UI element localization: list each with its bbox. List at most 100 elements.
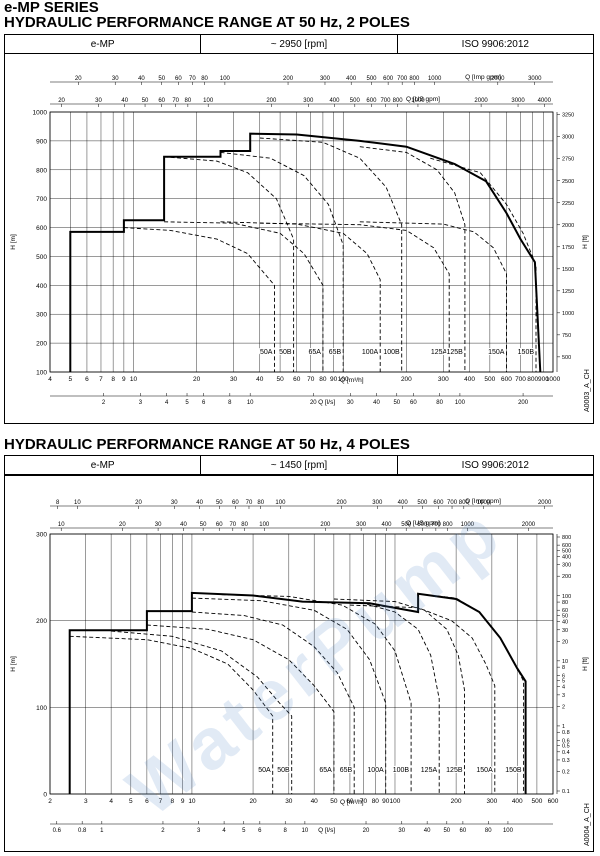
curve-50A	[123, 227, 275, 372]
series-label-65B: 65B	[340, 767, 353, 774]
tick-label-h-ft: 750	[562, 333, 571, 339]
chart2-svg: 2 3 4 5 6 7 8 9 10 20 30 40 50 60 70 80 90 100 200 300 400 50…	[10, 498, 589, 834]
tick-label-h-ft: 2750	[562, 157, 574, 163]
axis-label-imp-gpm: Q [Imp gpm]	[465, 498, 501, 505]
tick-label-h-ft: 5	[562, 678, 565, 684]
tick-label-imp-gpm: 100	[220, 76, 231, 82]
tick-label-m3h: 80	[319, 376, 327, 383]
tick-label-imp-gpm: 40	[196, 500, 203, 506]
tick-label-m3h: 8	[111, 376, 115, 383]
tick-label-ls: 50	[443, 828, 450, 834]
tick-label-ls: 4	[222, 828, 226, 834]
tick-label-ls: 100	[455, 400, 466, 406]
tick-label-m3h: 30	[230, 376, 238, 383]
envelope-curve	[69, 132, 542, 373]
curve-125A	[259, 222, 450, 372]
tick-label-ls: 40	[424, 828, 431, 834]
tick-label-us-gpm: 4000	[538, 98, 552, 104]
tick-label-m3h: 600	[501, 376, 512, 383]
tick-label-imp-gpm: 2000	[538, 500, 552, 506]
series-label-150B: 150B	[505, 767, 522, 774]
series-label-125A: 125A	[421, 767, 438, 774]
tick-label-us-gpm: 800	[443, 522, 454, 528]
tick-label-us-gpm: 400	[329, 98, 340, 104]
tick-label-us-gpm: 700	[431, 522, 442, 528]
tick-label-imp-gpm: 500	[417, 500, 428, 506]
tick-label-h-ft: 80	[562, 600, 568, 606]
chart2-standard: ISO 9906:2012	[461, 459, 529, 471]
series-label-125B: 125B	[446, 767, 463, 774]
tick-label-imp-gpm: 500	[367, 76, 378, 82]
chart1-model: e-MP	[5, 35, 202, 53]
tick-label-h-ft: 2000	[562, 223, 574, 229]
chart2-title: HYDRAULIC PERFORMANCE RANGE AT 50 Hz, 4 …	[4, 436, 410, 453]
axis-label-ls: Q [l/s]	[318, 399, 335, 406]
tick-label-h-ft: 0.6	[562, 738, 570, 744]
tick-label-us-gpm: 400	[382, 522, 393, 528]
tick-label-m3h: 5	[69, 376, 73, 383]
curve-50B	[111, 630, 293, 794]
tick-label-ls: 80	[436, 400, 443, 406]
tick-label-imp-gpm: 10	[74, 500, 81, 506]
tick-label-m3h: 60	[346, 798, 354, 805]
axis-label-imp-gpm: Q [Imp gpm]	[465, 74, 501, 81]
series-label-100B: 100B	[383, 349, 400, 356]
chart1-standard: ISO 9906:2012	[461, 38, 529, 50]
tick-label-ls: 0.8	[78, 828, 87, 834]
tick-label-ls: 6	[258, 828, 262, 834]
series-label-100A: 100A	[367, 767, 384, 774]
tick-label-imp-gpm: 600	[433, 500, 444, 506]
tick-label-h-ft: 100	[562, 594, 571, 600]
tick-label-imp-gpm: 20	[75, 76, 82, 82]
tick-label-ls: 2	[161, 828, 165, 834]
tick-label-m3h: 60	[293, 376, 301, 383]
tick-label-m3h: 300	[486, 798, 497, 805]
tick-label-imp-gpm: 3000	[528, 76, 542, 82]
tick-label-m3h: 20	[193, 376, 201, 383]
tick-label-h-ft: 3000	[562, 135, 574, 141]
tick-label-us-gpm: 200	[320, 522, 331, 528]
chart1-speed: ~ 2950 [rpm]	[201, 35, 398, 53]
axis-label-us-gpm: Q [US gpm]	[406, 520, 440, 527]
tick-label-h-m: 500	[36, 254, 47, 261]
tick-label-h-ft: 8	[562, 665, 565, 671]
series-label-50B: 50B	[279, 349, 292, 356]
series-title: e-MP SERIES	[4, 0, 99, 16]
tick-label-ls: 30	[398, 828, 405, 834]
tick-label-h-ft: 6	[562, 673, 565, 679]
tick-label-imp-gpm: 100	[275, 500, 286, 506]
tick-label-m3h: 400	[512, 798, 523, 805]
tick-label-ls: 6	[202, 400, 206, 406]
series-label-150A: 150A	[476, 767, 493, 774]
tick-label-us-gpm: 40	[121, 98, 128, 104]
tick-label-m3h: 10	[188, 798, 196, 805]
tick-label-imp-gpm: 20	[135, 500, 142, 506]
tick-label-ls: 10	[302, 828, 309, 834]
tick-label-m3h: 4	[48, 376, 52, 383]
tick-label-h-ft: 0.8	[562, 730, 570, 736]
tick-label-m3h: 30	[285, 798, 293, 805]
tick-label-m3h: 400	[464, 376, 475, 383]
tick-label-h-ft: 2500	[562, 179, 574, 185]
tick-label-h-ft: 500	[562, 548, 571, 554]
tick-label-us-gpm: 600	[417, 522, 428, 528]
tick-label-m3h: 7	[159, 798, 163, 805]
tick-label-h-m: 100	[36, 705, 47, 712]
tick-label-m3h: 70	[307, 376, 315, 383]
axis-label-h-ft: H [ft]	[582, 235, 589, 249]
tick-label-ls: 5	[185, 400, 189, 406]
tick-label-m3h: 100	[390, 798, 401, 805]
tick-label-m3h: 900	[538, 376, 549, 383]
tick-label-imp-gpm: 300	[372, 500, 383, 506]
tick-label-us-gpm: 60	[216, 522, 223, 528]
axis-label-h-m: H [m]	[10, 656, 17, 672]
series-label-65B: 65B	[329, 349, 342, 356]
axis-label-m3h: Q [m³/h]	[340, 799, 364, 806]
tick-label-us-gpm: 20	[58, 98, 65, 104]
envelope-curve	[68, 591, 527, 794]
series-label-50A: 50A	[258, 767, 271, 774]
curve-65B	[220, 151, 344, 372]
tick-label-us-gpm: 200	[266, 98, 277, 104]
tick-label-imp-gpm: 300	[320, 76, 331, 82]
tick-label-h-ft: 3250	[562, 113, 574, 119]
